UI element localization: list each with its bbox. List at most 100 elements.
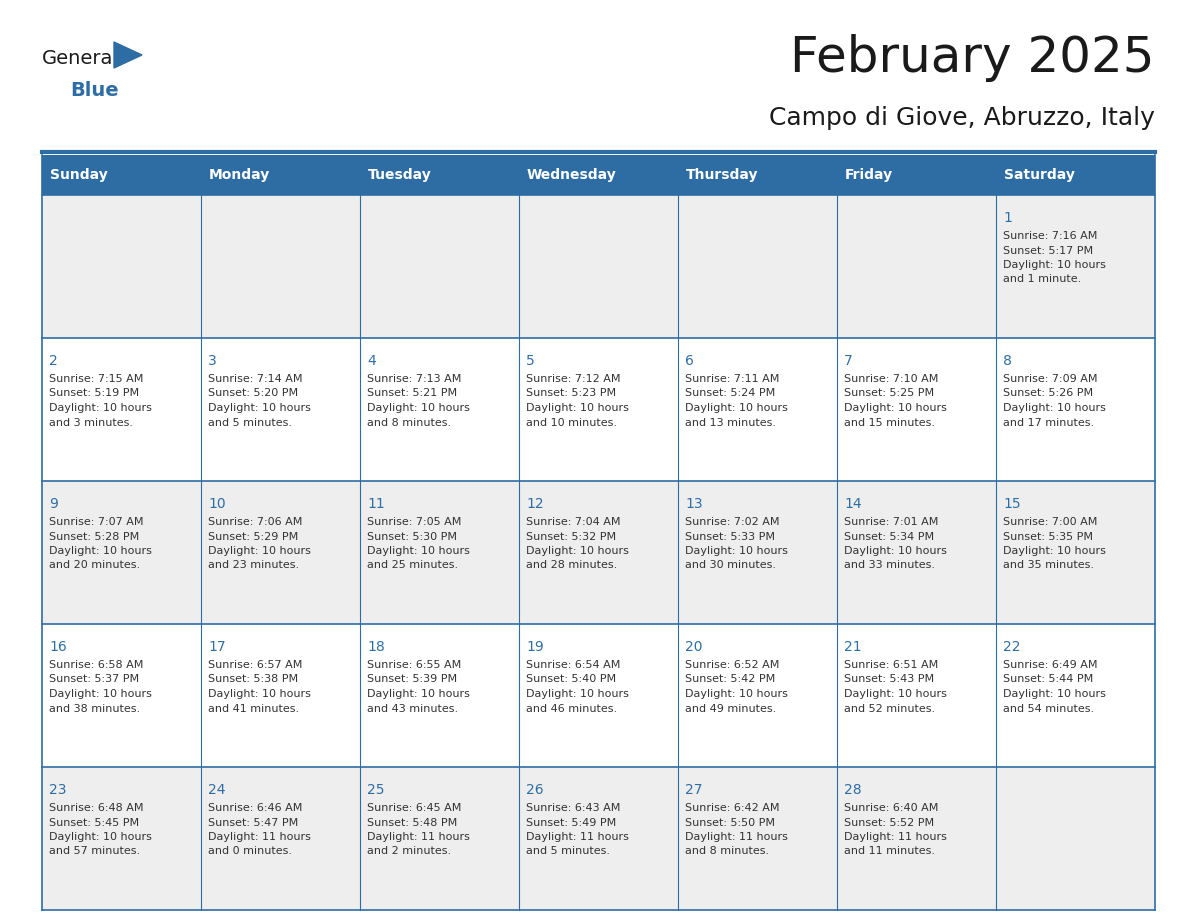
Text: 27: 27 [685, 783, 702, 797]
Bar [42, 481, 1155, 624]
Text: Sunset: 5:35 PM: Sunset: 5:35 PM [1003, 532, 1093, 542]
Text: Sunrise: 7:13 AM: Sunrise: 7:13 AM [367, 374, 461, 384]
Text: Daylight: 10 hours: Daylight: 10 hours [526, 546, 628, 556]
Text: Blue: Blue [70, 81, 119, 100]
Text: Sunset: 5:44 PM: Sunset: 5:44 PM [1003, 675, 1093, 685]
Text: Sunrise: 7:02 AM: Sunrise: 7:02 AM [685, 517, 779, 527]
Text: Daylight: 10 hours: Daylight: 10 hours [49, 546, 152, 556]
Text: 21: 21 [843, 640, 861, 654]
Text: and 10 minutes.: and 10 minutes. [526, 418, 617, 428]
Text: Daylight: 10 hours: Daylight: 10 hours [367, 403, 470, 413]
Text: 1: 1 [1003, 211, 1012, 225]
Text: 7: 7 [843, 354, 853, 368]
Text: Sunrise: 7:04 AM: Sunrise: 7:04 AM [526, 517, 620, 527]
Text: 9: 9 [49, 497, 58, 511]
Text: Sunrise: 7:05 AM: Sunrise: 7:05 AM [367, 517, 461, 527]
Text: Daylight: 10 hours: Daylight: 10 hours [843, 403, 947, 413]
Bar [42, 767, 1155, 910]
Text: and 38 minutes.: and 38 minutes. [49, 703, 140, 713]
Text: and 46 minutes.: and 46 minutes. [526, 703, 617, 713]
Text: Saturday: Saturday [1004, 168, 1075, 182]
Text: Sunset: 5:34 PM: Sunset: 5:34 PM [843, 532, 934, 542]
Text: and 25 minutes.: and 25 minutes. [367, 561, 459, 570]
Text: Sunset: 5:39 PM: Sunset: 5:39 PM [367, 675, 457, 685]
Text: Sunrise: 6:43 AM: Sunrise: 6:43 AM [526, 803, 620, 813]
Text: 13: 13 [685, 497, 702, 511]
Text: and 41 minutes.: and 41 minutes. [208, 703, 299, 713]
Text: Sunset: 5:21 PM: Sunset: 5:21 PM [367, 388, 457, 398]
Text: and 3 minutes.: and 3 minutes. [49, 418, 133, 428]
Text: 11: 11 [367, 497, 385, 511]
Text: Sunset: 5:33 PM: Sunset: 5:33 PM [685, 532, 775, 542]
Text: Daylight: 10 hours: Daylight: 10 hours [49, 689, 152, 699]
Text: Sunrise: 6:52 AM: Sunrise: 6:52 AM [685, 660, 779, 670]
Text: Sunset: 5:28 PM: Sunset: 5:28 PM [49, 532, 139, 542]
Text: Sunrise: 6:51 AM: Sunrise: 6:51 AM [843, 660, 939, 670]
Text: Daylight: 11 hours: Daylight: 11 hours [208, 832, 311, 842]
Text: and 5 minutes.: and 5 minutes. [526, 846, 609, 856]
Text: 14: 14 [843, 497, 861, 511]
Text: Sunset: 5:52 PM: Sunset: 5:52 PM [843, 818, 934, 827]
Text: Sunrise: 6:58 AM: Sunrise: 6:58 AM [49, 660, 144, 670]
Text: Daylight: 11 hours: Daylight: 11 hours [367, 832, 470, 842]
Text: Sunset: 5:23 PM: Sunset: 5:23 PM [526, 388, 617, 398]
Text: Daylight: 10 hours: Daylight: 10 hours [208, 689, 311, 699]
Text: Daylight: 10 hours: Daylight: 10 hours [685, 403, 788, 413]
Text: Sunset: 5:50 PM: Sunset: 5:50 PM [685, 818, 775, 827]
Text: and 1 minute.: and 1 minute. [1003, 274, 1081, 285]
Text: 28: 28 [843, 783, 861, 797]
Text: Sunset: 5:30 PM: Sunset: 5:30 PM [367, 532, 457, 542]
Text: Sunrise: 6:46 AM: Sunrise: 6:46 AM [208, 803, 303, 813]
Text: Sunset: 5:42 PM: Sunset: 5:42 PM [685, 675, 776, 685]
Text: 26: 26 [526, 783, 544, 797]
Text: and 8 minutes.: and 8 minutes. [685, 846, 769, 856]
Text: and 54 minutes.: and 54 minutes. [1003, 703, 1094, 713]
Text: Sunset: 5:38 PM: Sunset: 5:38 PM [208, 675, 298, 685]
Text: and 11 minutes.: and 11 minutes. [843, 846, 935, 856]
Text: 5: 5 [526, 354, 535, 368]
Text: Sunrise: 6:48 AM: Sunrise: 6:48 AM [49, 803, 144, 813]
Text: Sunrise: 6:54 AM: Sunrise: 6:54 AM [526, 660, 620, 670]
Text: and 17 minutes.: and 17 minutes. [1003, 418, 1094, 428]
Text: Daylight: 11 hours: Daylight: 11 hours [843, 832, 947, 842]
Text: and 15 minutes.: and 15 minutes. [843, 418, 935, 428]
Text: Friday: Friday [845, 168, 893, 182]
Text: and 49 minutes.: and 49 minutes. [685, 703, 776, 713]
Bar [42, 155, 1155, 195]
Text: Sunrise: 7:11 AM: Sunrise: 7:11 AM [685, 374, 779, 384]
Text: 4: 4 [367, 354, 375, 368]
Text: Daylight: 10 hours: Daylight: 10 hours [526, 403, 628, 413]
Text: Sunset: 5:20 PM: Sunset: 5:20 PM [208, 388, 298, 398]
Text: 25: 25 [367, 783, 385, 797]
Text: Sunday: Sunday [50, 168, 108, 182]
Text: Monday: Monday [209, 168, 270, 182]
Text: Daylight: 10 hours: Daylight: 10 hours [49, 403, 152, 413]
Text: Sunset: 5:48 PM: Sunset: 5:48 PM [367, 818, 457, 827]
Text: and 33 minutes.: and 33 minutes. [843, 561, 935, 570]
Text: 10: 10 [208, 497, 226, 511]
Text: Sunset: 5:26 PM: Sunset: 5:26 PM [1003, 388, 1093, 398]
Text: Daylight: 10 hours: Daylight: 10 hours [685, 546, 788, 556]
Text: 16: 16 [49, 640, 67, 654]
Text: Sunset: 5:49 PM: Sunset: 5:49 PM [526, 818, 617, 827]
Text: Sunrise: 7:15 AM: Sunrise: 7:15 AM [49, 374, 144, 384]
Text: Sunrise: 6:45 AM: Sunrise: 6:45 AM [367, 803, 461, 813]
Text: Sunrise: 6:42 AM: Sunrise: 6:42 AM [685, 803, 779, 813]
Text: Daylight: 10 hours: Daylight: 10 hours [208, 403, 311, 413]
Text: 3: 3 [208, 354, 216, 368]
Text: and 20 minutes.: and 20 minutes. [49, 561, 140, 570]
Text: 17: 17 [208, 640, 226, 654]
Text: Sunset: 5:17 PM: Sunset: 5:17 PM [1003, 245, 1093, 255]
Text: Daylight: 10 hours: Daylight: 10 hours [49, 832, 152, 842]
Text: Tuesday: Tuesday [368, 168, 431, 182]
Text: Sunrise: 7:16 AM: Sunrise: 7:16 AM [1003, 231, 1098, 241]
Bar [42, 624, 1155, 767]
Text: 19: 19 [526, 640, 544, 654]
Text: Sunrise: 7:00 AM: Sunrise: 7:00 AM [1003, 517, 1098, 527]
Text: Wednesday: Wednesday [527, 168, 617, 182]
Text: 12: 12 [526, 497, 544, 511]
Bar [42, 195, 1155, 338]
Text: Sunset: 5:29 PM: Sunset: 5:29 PM [208, 532, 298, 542]
Text: Daylight: 10 hours: Daylight: 10 hours [1003, 260, 1106, 270]
Text: Daylight: 10 hours: Daylight: 10 hours [208, 546, 311, 556]
